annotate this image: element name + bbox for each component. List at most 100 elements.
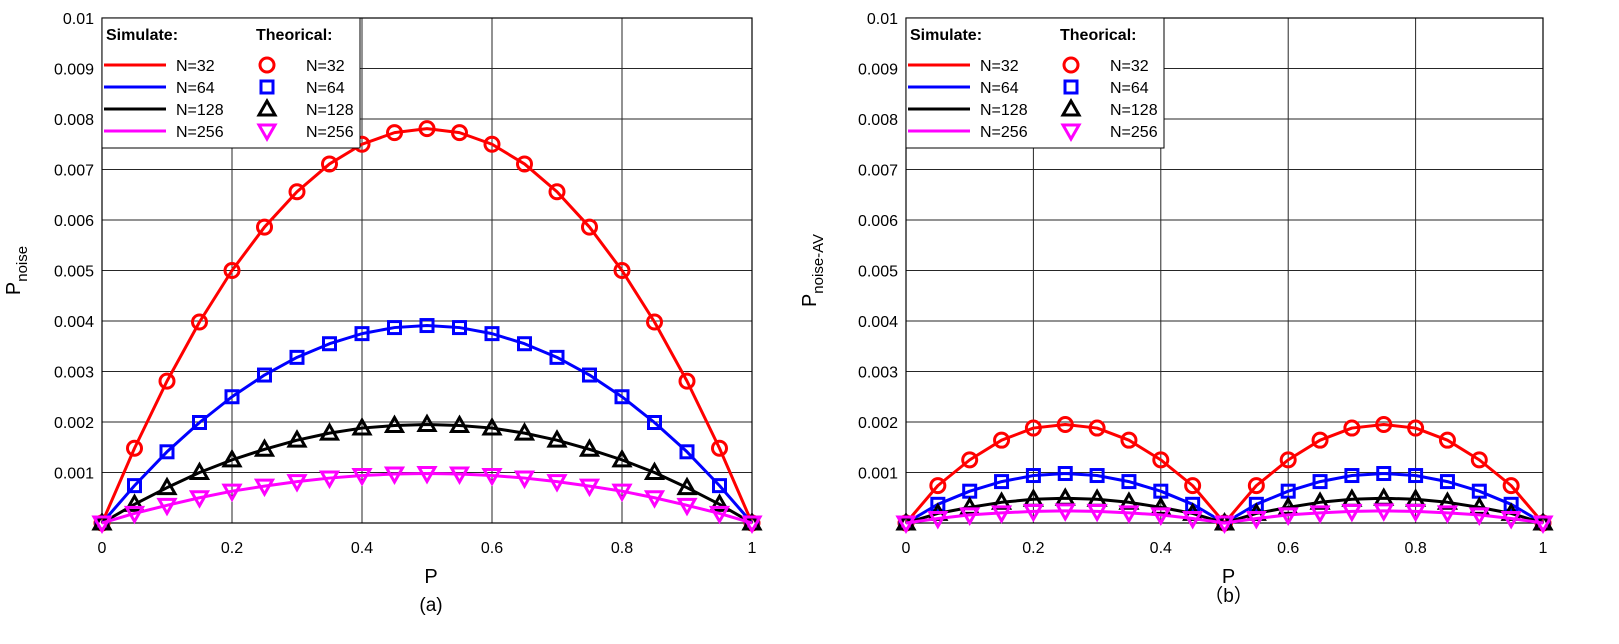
- data-point-N32: [451, 124, 468, 142]
- data-point-N64: [549, 349, 565, 365]
- data-point-N32: [711, 439, 728, 457]
- data-point-N32: [929, 477, 947, 495]
- legend-sim-label: N=128: [176, 102, 224, 119]
- legend-marker-N128: [1060, 97, 1082, 117]
- data-point-N128: [286, 429, 308, 448]
- legend-simulate-title: Simulate:: [106, 27, 178, 44]
- data-point-N256: [513, 470, 536, 490]
- data-point-N64: [517, 336, 532, 352]
- data-point-N128: [221, 448, 243, 468]
- data-point-N256: [708, 505, 731, 525]
- data-point-N256: [990, 505, 1013, 524]
- legend-box: [101, 17, 361, 149]
- data-point-N256: [416, 466, 438, 485]
- x-tick-label: 1: [1539, 540, 1548, 557]
- data-point-N256: [91, 515, 113, 535]
- legend-sim-label: N=256: [980, 124, 1028, 141]
- data-point-N32: [126, 439, 143, 457]
- y-tick-label: 0.009: [54, 62, 94, 79]
- y-tick-label: 0.005: [54, 264, 94, 281]
- x-tick-label: 0.8: [611, 540, 633, 557]
- legend-sim-label: N=64: [980, 80, 1019, 97]
- y-axis-label: Pnoise: [3, 246, 31, 295]
- data-point-N64: [224, 389, 240, 405]
- data-point-N32: [993, 431, 1011, 449]
- data-point-N32: [613, 262, 631, 279]
- data-point-N256: [676, 497, 698, 517]
- data-point-N32: [288, 183, 306, 201]
- y-tick-label: 0.004: [858, 314, 898, 331]
- y-tick-label: 0.002: [858, 415, 898, 432]
- legend-sim-label: N=128: [980, 102, 1028, 119]
- data-point-N128: [676, 476, 698, 496]
- data-point-N64: [127, 478, 142, 494]
- data-point-N64: [712, 478, 727, 494]
- data-point-N32: [548, 183, 566, 201]
- data-point-N256: [1532, 515, 1554, 535]
- data-point-N32: [1247, 477, 1265, 495]
- x-tick-label: 0.4: [351, 540, 373, 557]
- data-point-N64: [1439, 474, 1455, 490]
- data-point-N64: [1185, 496, 1201, 512]
- data-point-N64: [647, 415, 662, 431]
- data-point-N32: [1184, 477, 1202, 495]
- data-point-N256: [188, 490, 211, 509]
- data-point-N64: [1057, 466, 1073, 482]
- legend-simulate-title: Simulate:: [910, 27, 982, 44]
- data-point-N32: [1152, 451, 1170, 469]
- y-tick-label: 0.008: [54, 112, 94, 129]
- data-point-N256: [1405, 503, 1427, 523]
- legend-theorical-title: Theorical:: [1060, 27, 1136, 44]
- data-point-N128: [123, 493, 146, 512]
- data-point-N256: [741, 515, 763, 535]
- data-point-N32: [1311, 431, 1329, 449]
- data-point-N128: [383, 414, 406, 434]
- data-point-N128: [253, 438, 276, 457]
- y-tick-label: 0.008: [858, 112, 898, 129]
- data-point-N64: [387, 320, 402, 336]
- series-line-N128: [101, 423, 753, 525]
- data-point-N128: [959, 496, 981, 515]
- y-axis-label-text: Pnoise-AV: [799, 234, 827, 307]
- data-point-N64: [354, 326, 370, 342]
- legend-marker-N256: [1060, 123, 1082, 143]
- legend-marker-N64: [259, 79, 275, 95]
- x-tick-label: 0: [98, 540, 107, 557]
- data-point-N64: [257, 367, 272, 383]
- data-point-N256: [927, 510, 949, 530]
- data-point-N32: [678, 372, 696, 390]
- legend-theorical-title: Theorical:: [256, 27, 332, 44]
- data-point-N32: [223, 262, 241, 279]
- data-point-N32: [158, 372, 176, 390]
- data-point-N128: [481, 417, 503, 436]
- legend-theo-label: N=256: [1110, 124, 1158, 141]
- legend-marker-N64: [1063, 79, 1079, 95]
- data-point-N128: [513, 422, 536, 441]
- legend-theo-label: N=256: [306, 124, 354, 141]
- data-point-N128: [708, 493, 731, 512]
- y-axis-label-sub: noise-AV: [810, 234, 827, 294]
- data-point-N256: [123, 505, 146, 525]
- data-point-N128: [318, 422, 341, 441]
- data-point-N64: [1408, 468, 1424, 484]
- data-point-N128: [578, 438, 601, 457]
- data-point-N32: [256, 218, 273, 236]
- x-tick-label: 0.6: [1277, 540, 1299, 557]
- legend: Simulate: Theorical: N=32 N=32 N=64 N=64 N=128…: [101, 17, 361, 149]
- data-point-N128: [546, 429, 568, 448]
- data-point-N64: [1089, 468, 1105, 484]
- data-point-N32: [1024, 419, 1042, 437]
- data-point-N64: [322, 336, 337, 352]
- data-point-N64: [614, 389, 630, 405]
- data-point-N32: [516, 155, 533, 173]
- data-point-N64: [419, 318, 435, 334]
- legend-marker-N256: [256, 123, 278, 143]
- data-point-N32: [1407, 419, 1425, 437]
- y-tick-label: 0.002: [54, 415, 94, 432]
- data-point-N256: [1213, 515, 1236, 535]
- y-tick-label: 0.005: [858, 264, 898, 281]
- data-point-N32: [1502, 477, 1520, 495]
- series-line-N64: [100, 324, 754, 524]
- y-tick-label: 0.01: [63, 11, 94, 28]
